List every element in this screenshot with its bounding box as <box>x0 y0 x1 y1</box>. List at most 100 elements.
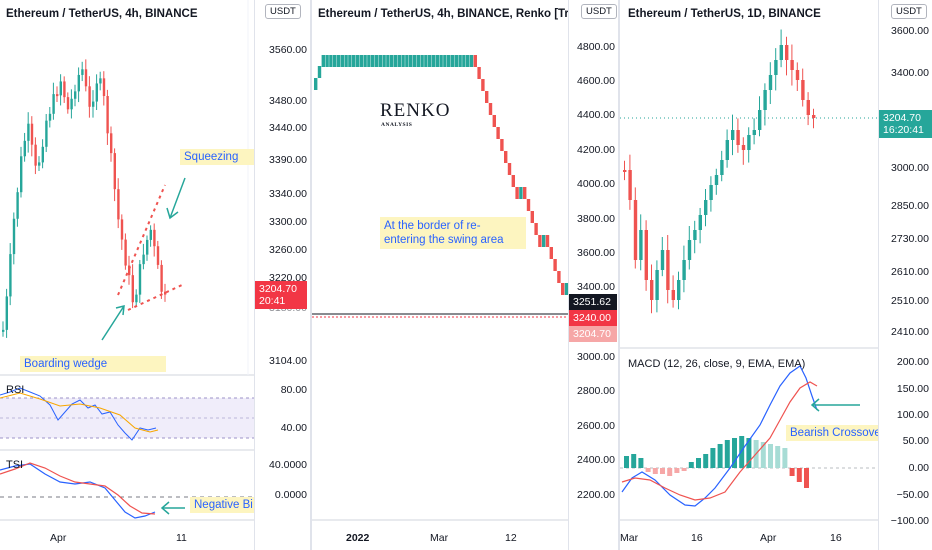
renko-brick <box>336 55 341 67</box>
renko-brick <box>542 235 546 247</box>
p1-tick: 3300.00 <box>269 216 307 228</box>
panel1-currency-badge[interactable]: USDT <box>265 4 301 19</box>
p2-tick: 4600.00 <box>577 75 615 87</box>
macd-histogram-bar <box>724 440 730 468</box>
candle-body <box>146 239 149 255</box>
renko-brick <box>420 55 424 67</box>
macd-histogram-bar <box>717 444 723 468</box>
renko-brick <box>515 187 519 199</box>
macd-tick: 150.00 <box>896 383 929 395</box>
candle-body <box>117 189 120 220</box>
chart-panel-eth-4h[interactable]: Squeezing Boarding wedge Negative Bi Eth… <box>0 0 310 550</box>
candle-body <box>63 81 66 98</box>
candle-body <box>644 230 648 280</box>
panel3-xlabel-16b: 16 <box>830 532 842 544</box>
candle-body <box>164 291 167 295</box>
candle-body <box>34 144 37 166</box>
chart-panel-eth-1d[interactable]: Ethereum / TetherUS, 1D, BINANCE MACD (1… <box>620 0 932 550</box>
panel1-price-axis[interactable]: USDT 3560.00 3480.00 3440.00 3390.00 334… <box>254 0 310 550</box>
renko-brick <box>409 55 413 67</box>
candle-body <box>790 60 794 70</box>
candle-body <box>128 265 131 276</box>
renko-brick <box>340 55 344 67</box>
p2-tick: 4800.00 <box>577 41 615 53</box>
macd-histogram-bar <box>768 444 773 468</box>
renko-brick <box>538 235 542 247</box>
macd-histogram-bar <box>710 448 716 468</box>
candle-body <box>142 254 145 265</box>
p3-tick: 2850.00 <box>891 200 929 212</box>
candle-body <box>660 250 665 270</box>
renko-brick <box>344 55 348 67</box>
boarding-wedge-annotation: Boarding wedge <box>20 356 166 372</box>
panel2-plot[interactable] <box>312 0 572 550</box>
p2-tick: 3600.00 <box>577 247 615 259</box>
renko-brick <box>314 78 318 90</box>
candle-body <box>801 80 805 100</box>
renko-brick <box>488 103 493 115</box>
candle-body <box>153 229 156 247</box>
renko-brick <box>443 55 447 67</box>
candle-body <box>693 230 697 240</box>
macd-line <box>621 365 818 507</box>
panel3-title: Ethereum / TetherUS, 1D, BINANCE <box>628 8 821 20</box>
candle-body <box>66 97 70 110</box>
candle-body <box>81 69 84 75</box>
candle-body <box>9 254 12 297</box>
squeezing-annotation: Squeezing <box>180 149 258 165</box>
p1-tick: 3104.00 <box>269 355 307 367</box>
candle-body <box>687 240 692 260</box>
renko-brick <box>363 55 367 67</box>
renko-bricks <box>314 55 572 295</box>
macd-histogram-bar <box>624 456 629 468</box>
panel2-currency-badge[interactable]: USDT <box>581 4 617 19</box>
renko-brick <box>496 127 500 139</box>
candle-body <box>633 200 638 260</box>
p1-tick: 3480.00 <box>269 95 307 107</box>
macd-histogram-bar <box>681 468 687 471</box>
renko-brick <box>500 139 504 151</box>
renko-brick <box>458 55 462 67</box>
panel3-plot[interactable] <box>620 0 882 550</box>
renko-brick <box>435 55 439 67</box>
renko-brick <box>466 55 470 67</box>
renko-brick <box>401 55 405 67</box>
renko-brick <box>481 79 485 91</box>
chart-panel-renko[interactable]: Ethereum / TetherUS, 4h, BINANCE, Renko … <box>312 0 618 550</box>
macd-histogram-bar <box>703 454 709 468</box>
candle-body <box>92 101 95 107</box>
candle-body <box>741 145 746 150</box>
renko-brick <box>325 55 329 67</box>
candle-body <box>52 94 55 114</box>
renko-brick <box>367 55 371 67</box>
candle-body <box>768 75 773 90</box>
candle-body <box>5 296 8 330</box>
renko-brick <box>348 55 352 67</box>
panel2-xlabel-2022: 2022 <box>346 532 370 544</box>
panel3-xlabel-16a: 16 <box>691 532 703 544</box>
candle-body <box>131 275 134 303</box>
panel2-price-axis[interactable]: USDT 4800.00 4600.00 4400.00 4200.00 400… <box>568 0 618 550</box>
p2-tick: 2400.00 <box>577 454 615 466</box>
macd-tick: 200.00 <box>896 356 929 368</box>
panel1-candles <box>2 59 167 338</box>
p2-tick: 3400.00 <box>577 281 615 293</box>
renko-brick <box>424 55 428 67</box>
swing-area-annotation: At the border of re- entering the swing … <box>380 217 526 249</box>
candle-body <box>779 45 783 60</box>
panel1-title: Ethereum / TetherUS, 4h, BINANCE <box>6 8 198 20</box>
p3-tick: 2410.00 <box>891 326 929 338</box>
candle-body <box>38 162 41 166</box>
macd-histogram-bar <box>688 462 694 468</box>
panel3-price-axis[interactable]: USDT 3600.00 3400.00 3000.00 2850.00 273… <box>878 0 932 550</box>
renko-analysis-logo: RENKO ANALYSIS <box>380 100 451 128</box>
p3-tick: 2730.00 <box>891 233 929 245</box>
panel3-currency-badge[interactable]: USDT <box>891 4 927 19</box>
renko-brick <box>352 55 356 67</box>
candle-body <box>639 230 643 260</box>
renko-brick <box>416 55 420 67</box>
panel1-plot[interactable] <box>0 0 255 550</box>
renko-brick <box>469 55 474 67</box>
candle-body <box>23 140 26 157</box>
candle-body <box>48 113 52 121</box>
